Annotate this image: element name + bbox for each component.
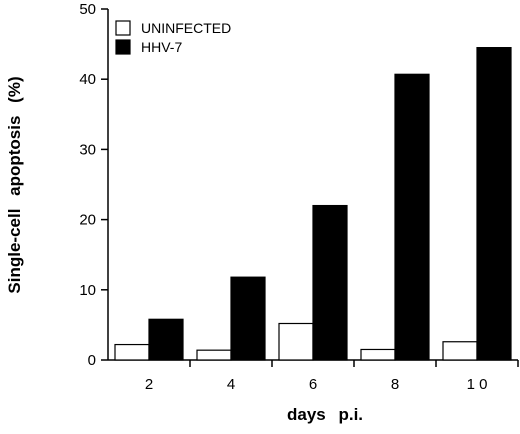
y-tick-label: 30 bbox=[79, 141, 96, 158]
y-tick-label: 50 bbox=[79, 1, 96, 18]
legend: UNINFECTED HHV-7 bbox=[115, 20, 231, 55]
x-tick-label: 2 bbox=[145, 376, 153, 393]
x-tick-label: 6 bbox=[309, 376, 317, 393]
legend-label-uninfected: UNINFECTED bbox=[141, 20, 231, 36]
bar-hhv-7-10 bbox=[476, 47, 512, 361]
bar-uninfected-4 bbox=[196, 349, 232, 361]
bars bbox=[114, 47, 512, 361]
x-tick-label: 8 bbox=[391, 376, 399, 393]
x-tick-label: 1 0 bbox=[467, 376, 488, 393]
bar-uninfected-2 bbox=[114, 343, 150, 361]
x-axis-title: days p.i. bbox=[287, 405, 363, 424]
bar-hhv-7-6 bbox=[312, 204, 348, 361]
bar-hhv-7-2 bbox=[148, 318, 184, 361]
y-tick-label: 0 bbox=[88, 352, 96, 369]
legend-swatch-hhv7 bbox=[115, 39, 131, 55]
bar-hhv-7-4 bbox=[230, 276, 266, 361]
bar-uninfected-8 bbox=[360, 348, 396, 361]
x-tick-label: 4 bbox=[227, 376, 235, 393]
y-tick-label: 10 bbox=[79, 282, 96, 299]
y-axis-title: Single-cell apoptosis (%) bbox=[5, 76, 24, 293]
legend-label-hhv7: HHV-7 bbox=[141, 39, 182, 55]
bar-hhv-7-8 bbox=[394, 73, 430, 361]
x-axis-ticks: 2 4 6 8 1 0 bbox=[145, 360, 519, 393]
bar-uninfected-10 bbox=[442, 341, 478, 361]
y-tick-label: 20 bbox=[79, 212, 96, 229]
legend-swatch-uninfected bbox=[115, 20, 131, 36]
y-tick-label: 40 bbox=[79, 71, 96, 88]
bar-uninfected-6 bbox=[278, 322, 314, 361]
y-axis-ticks: 0 10 20 30 40 50 bbox=[79, 1, 108, 369]
